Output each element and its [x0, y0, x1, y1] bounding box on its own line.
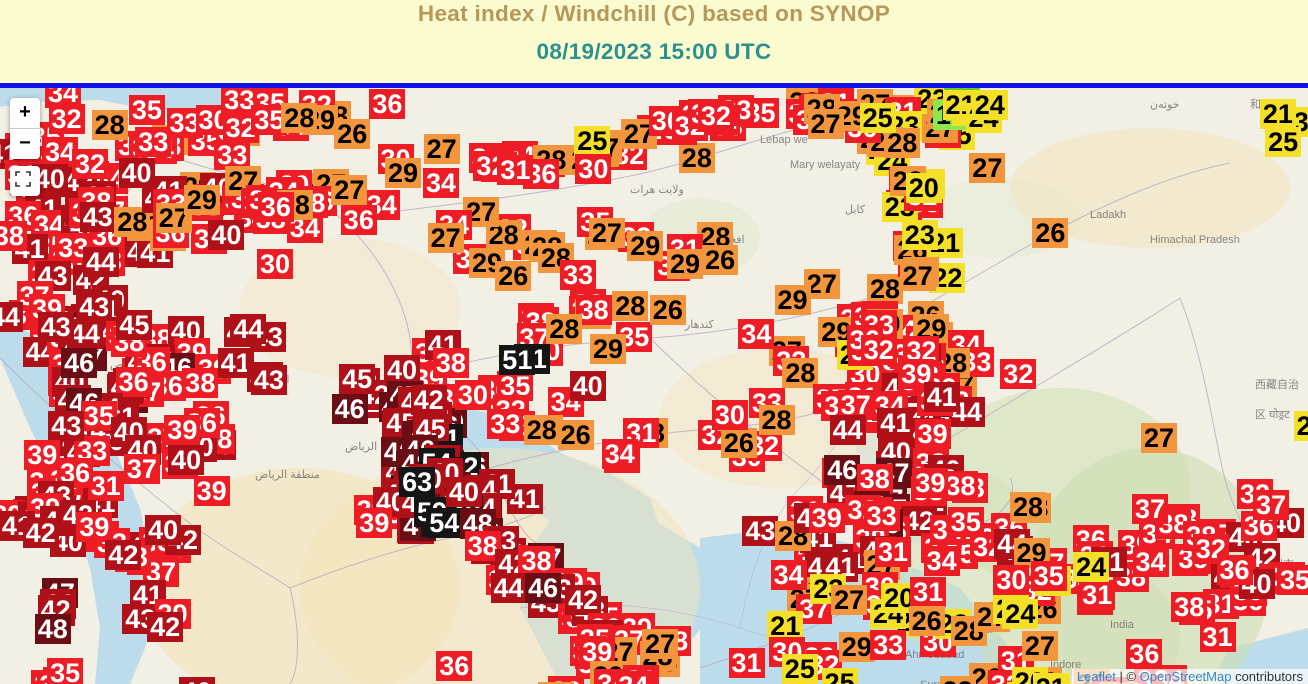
svg-text:Himachal Pradesh: Himachal Pradesh — [1150, 234, 1240, 246]
svg-text:کندهار: کندهار — [684, 319, 715, 331]
svg-text:الرياض: الرياض — [345, 441, 377, 453]
svg-text:کابل: کابل — [845, 204, 866, 216]
svg-text:خوتەن: خوتەن — [1150, 99, 1180, 111]
svg-text:Lebap we: Lebap we — [760, 134, 808, 146]
svg-text:西藏自治: 西藏自治 — [1255, 377, 1299, 391]
svg-text:Ladakh: Ladakh — [1090, 209, 1126, 221]
svg-text:Mary welayaty: Mary welayaty — [790, 159, 861, 171]
svg-text:India: India — [1110, 619, 1135, 631]
svg-text:ولایت هرات: ولایت هرات — [630, 184, 684, 196]
svg-text:منطقة الرياض: منطقة الرياض — [255, 469, 320, 481]
svg-text:区 घोड्रट: 区 घोड्रट — [1255, 408, 1290, 421]
